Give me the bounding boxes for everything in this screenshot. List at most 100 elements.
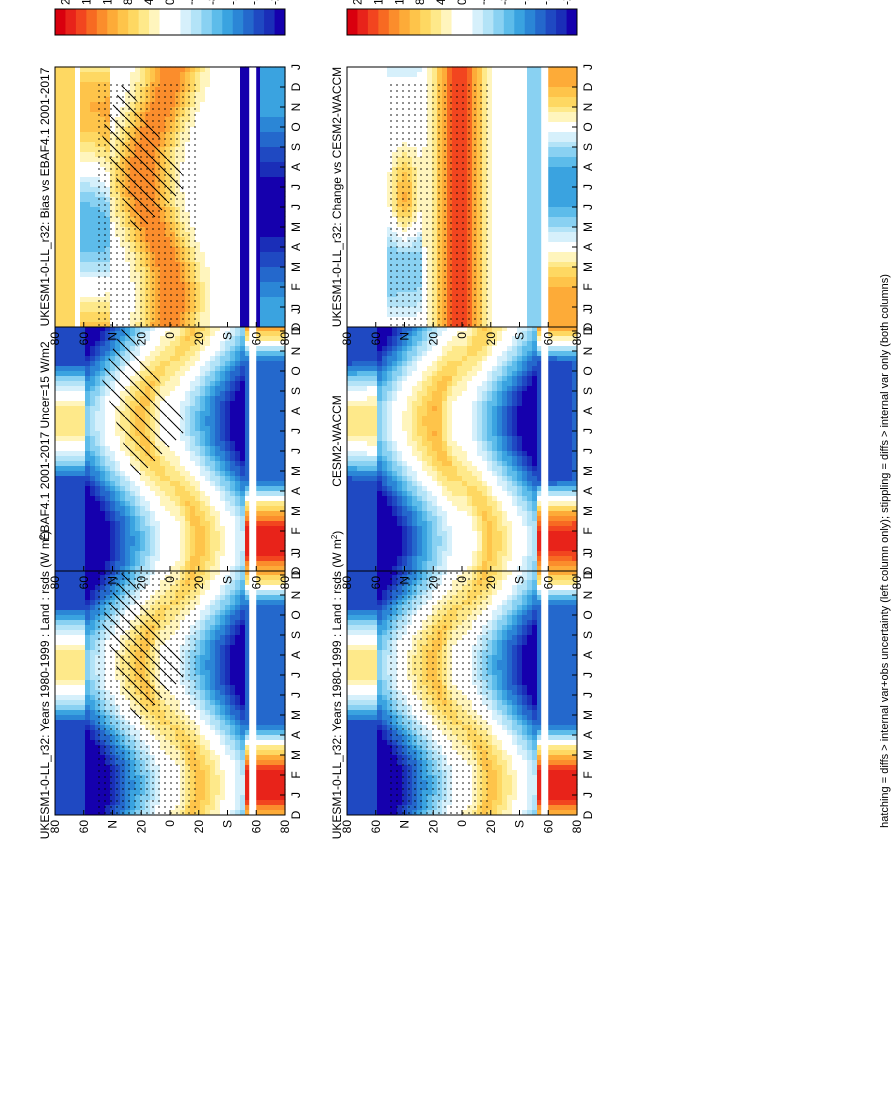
heatmap-cell xyxy=(210,704,216,710)
heatmap-cell xyxy=(160,350,166,356)
heatmap-cell xyxy=(65,425,71,431)
heatmap-cell xyxy=(90,335,96,341)
heatmap-cell xyxy=(170,525,176,531)
heatmap-cell xyxy=(85,704,91,710)
heatmap-cell xyxy=(75,470,81,476)
heatmap-cell xyxy=(65,719,71,725)
heatmap-cell xyxy=(55,415,61,421)
heatmap-cell xyxy=(215,390,221,396)
heatmap-cell xyxy=(80,365,86,371)
heatmap-cell xyxy=(90,794,96,800)
heatmap-cell xyxy=(100,425,106,431)
heatmap-cell xyxy=(275,784,281,790)
heatmap-cell xyxy=(190,430,196,436)
heatmap-cell xyxy=(185,470,191,476)
heatmap-cell xyxy=(260,724,266,730)
heatmap-cell xyxy=(205,505,211,511)
heatmap-cell xyxy=(135,565,141,571)
heatmap-cell xyxy=(65,634,71,640)
heatmap-cell xyxy=(230,799,236,805)
heatmap-cell xyxy=(165,525,171,531)
heatmap-cell xyxy=(265,470,271,476)
heatmap-cell xyxy=(240,694,246,700)
heatmap-cell xyxy=(85,794,91,800)
heatmap-cell xyxy=(255,719,261,725)
heatmap-cell xyxy=(195,515,201,521)
heatmap-cell xyxy=(140,490,146,496)
heatmap-cell xyxy=(175,455,181,461)
heatmap-cell xyxy=(190,360,196,366)
heatmap-cell xyxy=(70,684,76,690)
heatmap-cell xyxy=(205,749,211,755)
heatmap-cell xyxy=(260,799,266,805)
heatmap-cell xyxy=(130,545,136,551)
heatmap-cell xyxy=(205,420,211,426)
heatmap-cell xyxy=(215,614,221,620)
heatmap-cell xyxy=(65,550,71,556)
heatmap-cell xyxy=(240,555,246,561)
heatmap-cell xyxy=(245,729,251,735)
heatmap-cell xyxy=(230,714,236,720)
heatmap-cell xyxy=(200,699,206,705)
heatmap-cell xyxy=(85,530,91,536)
heatmap-cell xyxy=(200,425,206,431)
heatmap-cell xyxy=(155,555,161,561)
heatmap-cell xyxy=(275,754,281,760)
heatmap-cell xyxy=(230,664,236,670)
heatmap-cell xyxy=(210,759,216,765)
heatmap-cell xyxy=(220,515,226,521)
heatmap-cell xyxy=(215,724,221,730)
heatmap-cell xyxy=(80,480,86,486)
heatmap-cell xyxy=(55,669,61,675)
heatmap-cell xyxy=(55,764,61,770)
heatmap-cell xyxy=(90,370,96,376)
heatmap-cell xyxy=(265,799,271,805)
heatmap-cell xyxy=(90,420,96,426)
heatmap-cell xyxy=(185,545,191,551)
heatmap-cell xyxy=(80,639,86,645)
heatmap-cell xyxy=(175,495,181,501)
heatmap-cell xyxy=(55,510,61,516)
heatmap-cell xyxy=(245,759,251,765)
heatmap-cell xyxy=(190,355,196,361)
heatmap-cell xyxy=(60,784,66,790)
heatmap-cell xyxy=(275,694,281,700)
heatmap-cell xyxy=(240,345,246,351)
heatmap-cell xyxy=(130,490,136,496)
heatmap-cell xyxy=(55,649,61,655)
heatmap-cell xyxy=(245,719,251,725)
x-tick-label: A xyxy=(289,651,303,659)
heatmap-cell xyxy=(225,345,231,351)
heatmap-cell xyxy=(135,490,141,496)
heatmap-cell xyxy=(175,365,181,371)
heatmap-cell xyxy=(275,415,281,421)
heatmap-cell xyxy=(230,754,236,760)
heatmap-cell xyxy=(230,480,236,486)
heatmap-cell xyxy=(240,754,246,760)
heatmap-cell xyxy=(80,599,86,605)
heatmap-cell xyxy=(100,455,106,461)
heatmap-cell xyxy=(190,465,196,471)
heatmap-cell xyxy=(90,460,96,466)
heatmap-cell xyxy=(210,380,216,386)
heatmap-cell xyxy=(95,385,101,391)
heatmap-cell xyxy=(55,769,61,775)
heatmap-cell xyxy=(70,759,76,765)
heatmap-cell xyxy=(195,435,201,441)
heatmap-cell xyxy=(80,520,86,526)
heatmap-cell xyxy=(100,520,106,526)
heatmap-cell xyxy=(165,360,171,366)
heatmap-cell xyxy=(215,714,221,720)
heatmap-cell xyxy=(215,505,221,511)
heatmap-cell xyxy=(135,555,141,561)
heatmap-cell xyxy=(210,460,216,466)
heatmap-cell xyxy=(195,390,201,396)
heatmap-cell xyxy=(75,455,81,461)
heatmap-cell xyxy=(200,380,206,386)
heatmap-cell xyxy=(170,515,176,521)
heatmap-cell xyxy=(210,555,216,561)
heatmap-cell xyxy=(275,704,281,710)
heatmap-cell xyxy=(270,415,276,421)
heatmap-cell xyxy=(80,380,86,386)
